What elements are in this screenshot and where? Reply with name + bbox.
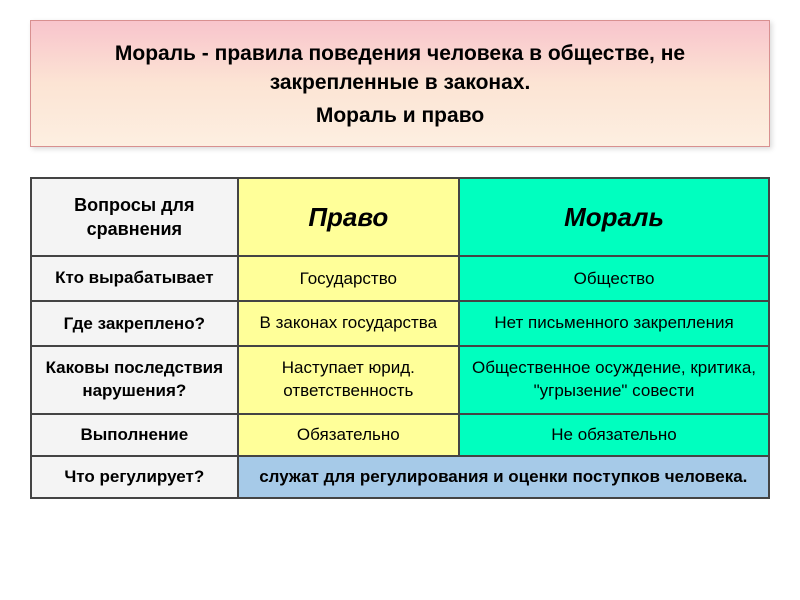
right-cell: Обязательно xyxy=(238,414,459,456)
comparison-table: Вопросы для сравнения Право Мораль Кто в… xyxy=(30,177,770,499)
moral-cell: Нет письменного закрепления xyxy=(459,301,769,346)
question-cell: Кто вырабатывает xyxy=(31,256,238,301)
moral-cell: Общество xyxy=(459,256,769,301)
header-moral: Мораль xyxy=(459,178,769,257)
header-right: Право xyxy=(238,178,459,257)
title-box: Мораль - правила поведения человека в об… xyxy=(30,20,770,147)
title-subtitle: Мораль и право xyxy=(61,104,739,128)
table-row: Кто вырабатывает Государство Общество xyxy=(31,256,769,301)
moral-cell: Общественное осуждение, критика, "угрызе… xyxy=(459,346,769,414)
table-row: Выполнение Обязательно Не обязательно xyxy=(31,414,769,456)
table-header-row: Вопросы для сравнения Право Мораль xyxy=(31,178,769,257)
right-cell: Государство xyxy=(238,256,459,301)
table-row: Где закреплено? В законах государства Не… xyxy=(31,301,769,346)
right-cell: В законах государства xyxy=(238,301,459,346)
footer-question: Что регулирует? xyxy=(31,456,238,498)
table-row: Каковы последствия нарушения? Наступает … xyxy=(31,346,769,414)
title-definition: Мораль - правила поведения человека в об… xyxy=(61,39,739,98)
moral-cell: Не обязательно xyxy=(459,414,769,456)
question-cell: Выполнение xyxy=(31,414,238,456)
header-questions: Вопросы для сравнения xyxy=(31,178,238,257)
question-cell: Каковы последствия нарушения? xyxy=(31,346,238,414)
question-cell: Где закреплено? xyxy=(31,301,238,346)
right-cell: Наступает юрид. ответственность xyxy=(238,346,459,414)
table-footer-row: Что регулирует? служат для регулирования… xyxy=(31,456,769,498)
footer-answer: служат для регулирования и оценки поступ… xyxy=(238,456,769,498)
